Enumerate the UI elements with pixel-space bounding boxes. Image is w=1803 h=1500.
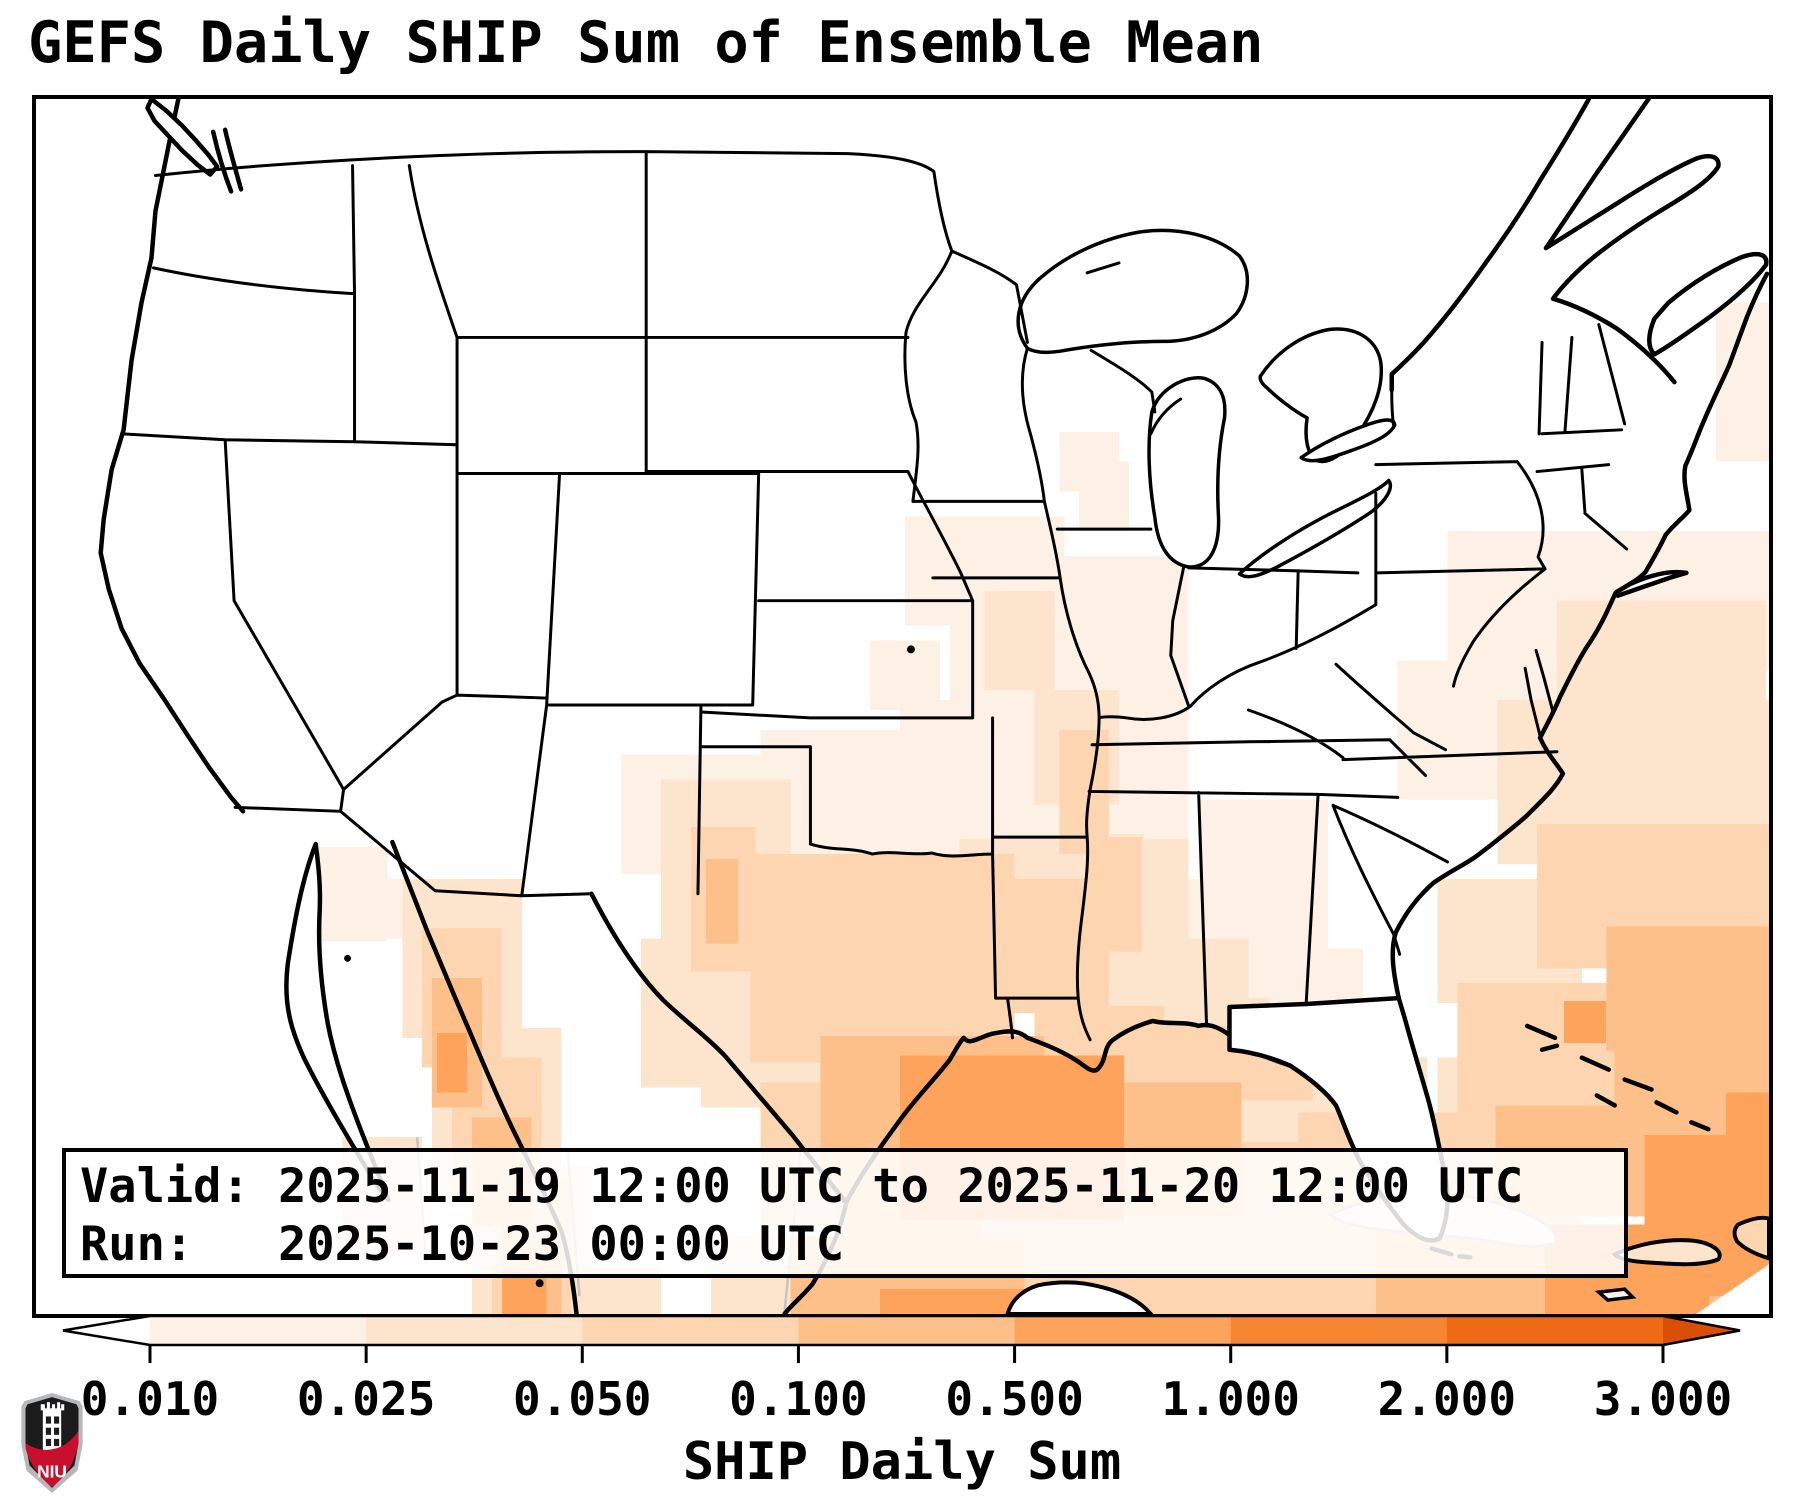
colorbar-segment [366,1316,583,1345]
atlantic-coast [1390,271,1769,1001]
colorbar [62,1314,1741,1363]
colorbar-segment [798,1316,1016,1345]
colorbar-segment [150,1316,367,1345]
jamaica [1594,1287,1637,1302]
map-svg [98,99,1769,1314]
colorbar-tick-label: 0.050 [513,1372,652,1426]
field-cell [437,1032,468,1093]
field-cell [317,847,388,942]
field-cell [750,854,1015,1063]
colorbar-over-arrow [1663,1316,1740,1345]
field-cell [870,640,940,710]
yucatan [1005,1280,1154,1314]
colorbar-segment [1230,1316,1448,1345]
field-cell [1606,926,1769,1051]
great-lakes [1016,228,1397,579]
island-dot [535,1279,544,1288]
colorbar-tick-label: 3.000 [1593,1372,1733,1426]
field-cell [984,590,1055,691]
colorbar-under-arrow [63,1316,150,1345]
projection-edge-wedge [1696,1264,1769,1314]
run-time-text: Run: 2025-10-23 00:00 UTC [80,1217,845,1272]
field-cell [1556,600,1767,710]
vancouver-island [145,99,220,177]
colorbar-axis-label: SHIP Daily Sum [682,1432,1122,1492]
field-cell [705,858,738,944]
eastern-cuba [1611,1238,1722,1267]
colorbar-tick-label: 0.100 [729,1372,868,1426]
long-island [1614,569,1689,598]
colorbar-tick-label: 0.500 [945,1372,1084,1426]
lake-michigan [1147,376,1227,569]
lake-dot [906,645,915,654]
field-cell [1087,837,1142,952]
colorbar-tick-label: 1.000 [1161,1372,1300,1426]
logo-red-band [25,1430,79,1487]
field-cell [501,1271,547,1314]
field-cell [1726,1092,1769,1217]
nova-scotia [1647,252,1769,357]
state-borders [120,150,1629,1052]
st-lawrence [1389,99,1651,393]
logo-niu-text: NIU [37,1462,67,1482]
colorbar-segment [1014,1316,1232,1345]
lake-erie [1237,478,1393,579]
colorbar-tick-label: 2.000 [1377,1372,1517,1426]
valid-time-text: Valid: 2025-11-19 12:00 UTC to 2025-11-2… [80,1159,1524,1214]
pacific-coast [98,99,246,814]
gaspe-new-brunswick [1543,154,1721,385]
lake-details [1085,261,1183,436]
lake-superior [1016,228,1250,355]
figure-title: GEFS Daily SHIP Sum of Ensemble Mean [28,10,1264,76]
gulf-island-dot [344,954,352,962]
colorbar-segment [582,1316,800,1345]
map-frame [32,95,1773,1318]
valid-run-info-box: Valid: 2025-11-19 12:00 UTC to 2025-11-2… [62,1148,1628,1278]
colorbar-band [62,1314,1741,1363]
puget-sound [210,127,244,194]
chesapeake-bay [1523,648,1555,738]
field-cell [1079,461,1129,532]
gulf-coast [844,1018,1293,1205]
logo-tower-icon [40,1402,65,1454]
colorbar-segment [1446,1316,1664,1345]
colorbar-tick-label: 0.010 [80,1372,220,1426]
field-cell [1563,1001,1606,1043]
hispaniola [1732,1215,1769,1261]
colorbar-tick-label: 0.025 [296,1372,436,1426]
niu-logo: NIU [21,1393,83,1493]
